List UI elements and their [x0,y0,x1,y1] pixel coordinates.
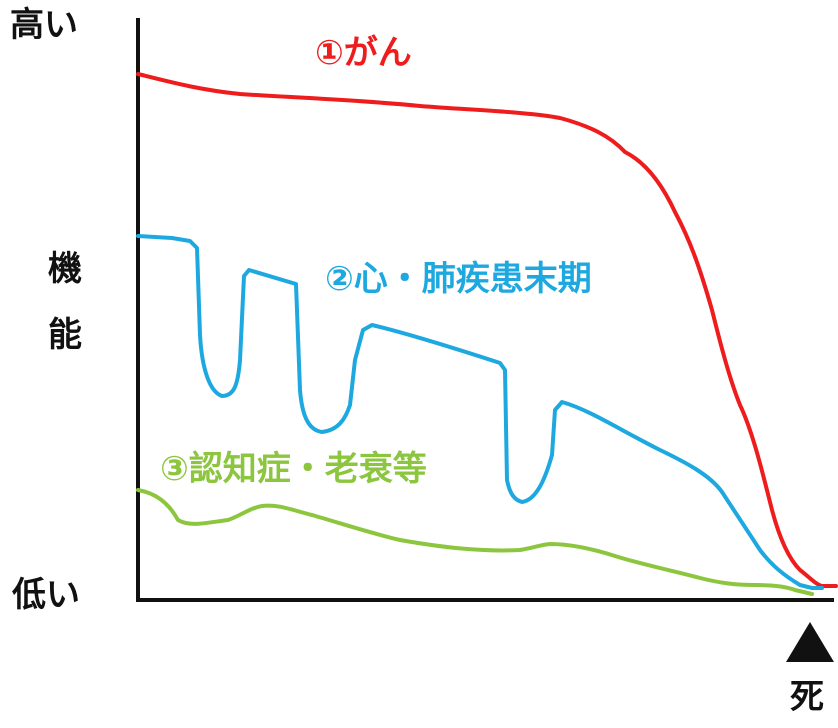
heart-lung-label: ②心・肺疾患末期 [325,259,592,299]
cancer-trajectory-line [136,72,838,588]
dementia-frailty-label: ③認知症・老衰等 [160,449,427,489]
heart-lung-trajectory-line [136,234,824,590]
function-label-2: 能 [48,315,82,355]
high-label: 高い [10,5,78,45]
cancer-label: ①がん [315,33,412,73]
function-label-1: 機 [48,249,82,289]
death-label: 死 [790,677,824,717]
dementia-frailty-trajectory-line [136,488,814,596]
death-marker-triangle [786,622,834,662]
low-label: 低い [12,575,80,615]
